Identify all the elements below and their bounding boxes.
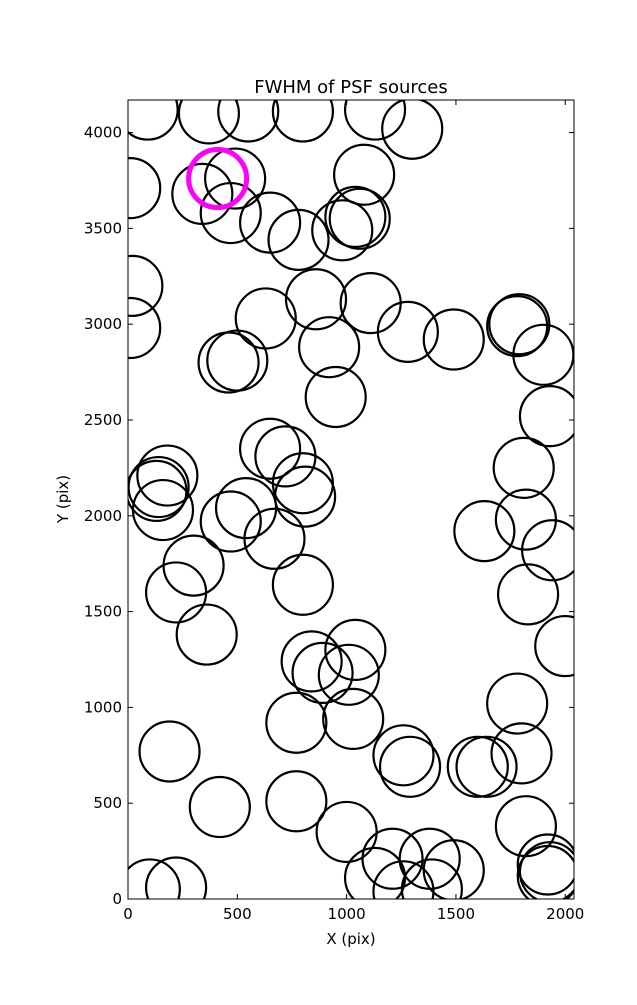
source-marker	[128, 455, 190, 519]
source-marker	[400, 858, 463, 899]
source-marker	[315, 800, 378, 864]
source-marker	[422, 308, 485, 371]
source-marker	[171, 162, 234, 225]
y-tick-label: 2000	[84, 507, 122, 525]
source-marker	[328, 187, 391, 250]
source-marker	[304, 365, 367, 429]
source-marker	[280, 630, 343, 693]
source-marker	[494, 795, 558, 858]
source-marker	[518, 385, 574, 448]
source-marker	[291, 641, 354, 705]
source-marker	[128, 296, 162, 360]
highlighted-source-marker	[186, 147, 250, 211]
source-marker	[239, 191, 302, 254]
source-marker	[271, 553, 335, 616]
source-marker	[199, 490, 262, 553]
y-tick-label: 3500	[84, 219, 122, 237]
source-marker	[422, 839, 485, 899]
source-marker	[271, 100, 334, 143]
x-tick-label: 1500	[437, 905, 475, 923]
source-marker	[317, 643, 380, 706]
source-marker	[188, 775, 251, 839]
source-marker	[128, 254, 164, 317]
y-axis-ticks: 0 500 1000 1500 2000 2500 3000 3500 4000	[84, 124, 574, 908]
source-marker	[145, 856, 208, 899]
y-tick-label: 1500	[84, 603, 122, 621]
x-axis-label: X (pix)	[326, 930, 375, 948]
x-tick-label: 0	[123, 905, 133, 923]
source-marker	[199, 181, 262, 245]
source-marker	[273, 465, 337, 528]
source-marker	[490, 722, 553, 785]
source-marker	[455, 735, 518, 798]
source-marker	[204, 147, 267, 210]
source-marker	[516, 844, 574, 899]
source-marker	[521, 519, 574, 582]
source-marker	[243, 507, 306, 570]
source-marker	[128, 157, 162, 220]
x-tick-label: 1000	[328, 905, 366, 923]
source-marker	[376, 300, 439, 363]
source-marker	[486, 672, 549, 735]
source-marker	[534, 614, 574, 678]
source-marker	[512, 323, 574, 386]
plot-frame	[127, 99, 575, 900]
source-marker	[324, 618, 387, 682]
source-marker	[488, 293, 551, 356]
source-marker	[361, 827, 424, 890]
source-marker	[378, 735, 442, 798]
source-marker	[144, 561, 208, 624]
source-marker	[128, 100, 179, 141]
source-marker	[453, 500, 516, 563]
source-marker	[217, 100, 280, 143]
x-axis-ticks: 0 500 1000 1500 2000	[123, 100, 584, 923]
source-marker	[518, 841, 574, 899]
source-marker	[372, 724, 435, 787]
y-axis-label: Y (pix)	[54, 475, 72, 524]
y-tick-label: 500	[93, 794, 122, 812]
source-marker	[136, 444, 199, 507]
source-marker	[206, 329, 269, 392]
source-marker	[128, 858, 181, 899]
source-marker	[446, 735, 509, 798]
source-marker	[138, 720, 201, 783]
source-marker	[128, 459, 188, 522]
source-marker	[311, 199, 374, 262]
y-tick-label: 1000	[84, 698, 122, 716]
source-marker	[265, 691, 328, 754]
source-marker	[343, 100, 407, 141]
source-marker	[496, 563, 560, 626]
source-marker	[267, 208, 330, 271]
points-layer	[128, 100, 574, 899]
source-marker	[324, 185, 387, 248]
source-marker	[516, 833, 574, 896]
source-marker	[284, 268, 348, 331]
source-marker	[322, 687, 385, 750]
source-marker	[254, 425, 317, 488]
source-marker	[131, 478, 195, 542]
y-tick-label: 4000	[84, 124, 122, 142]
source-marker	[381, 100, 444, 160]
y-tick-label: 0	[112, 890, 122, 908]
highlight-layer	[186, 147, 250, 211]
y-tick-label: 3000	[84, 315, 122, 333]
source-marker	[265, 770, 328, 833]
source-marker	[177, 100, 240, 145]
x-tick-label: 500	[223, 905, 252, 923]
source-marker	[239, 417, 302, 480]
chart-title: FWHM of PSF sources	[254, 77, 448, 98]
source-marker	[271, 452, 335, 515]
source-marker	[162, 534, 225, 597]
x-tick-label: 2000	[546, 905, 584, 923]
source-marker	[492, 436, 555, 499]
y-tick-label: 2500	[84, 411, 122, 429]
source-marker	[298, 316, 361, 379]
source-marker	[333, 143, 396, 206]
source-marker	[175, 603, 238, 666]
